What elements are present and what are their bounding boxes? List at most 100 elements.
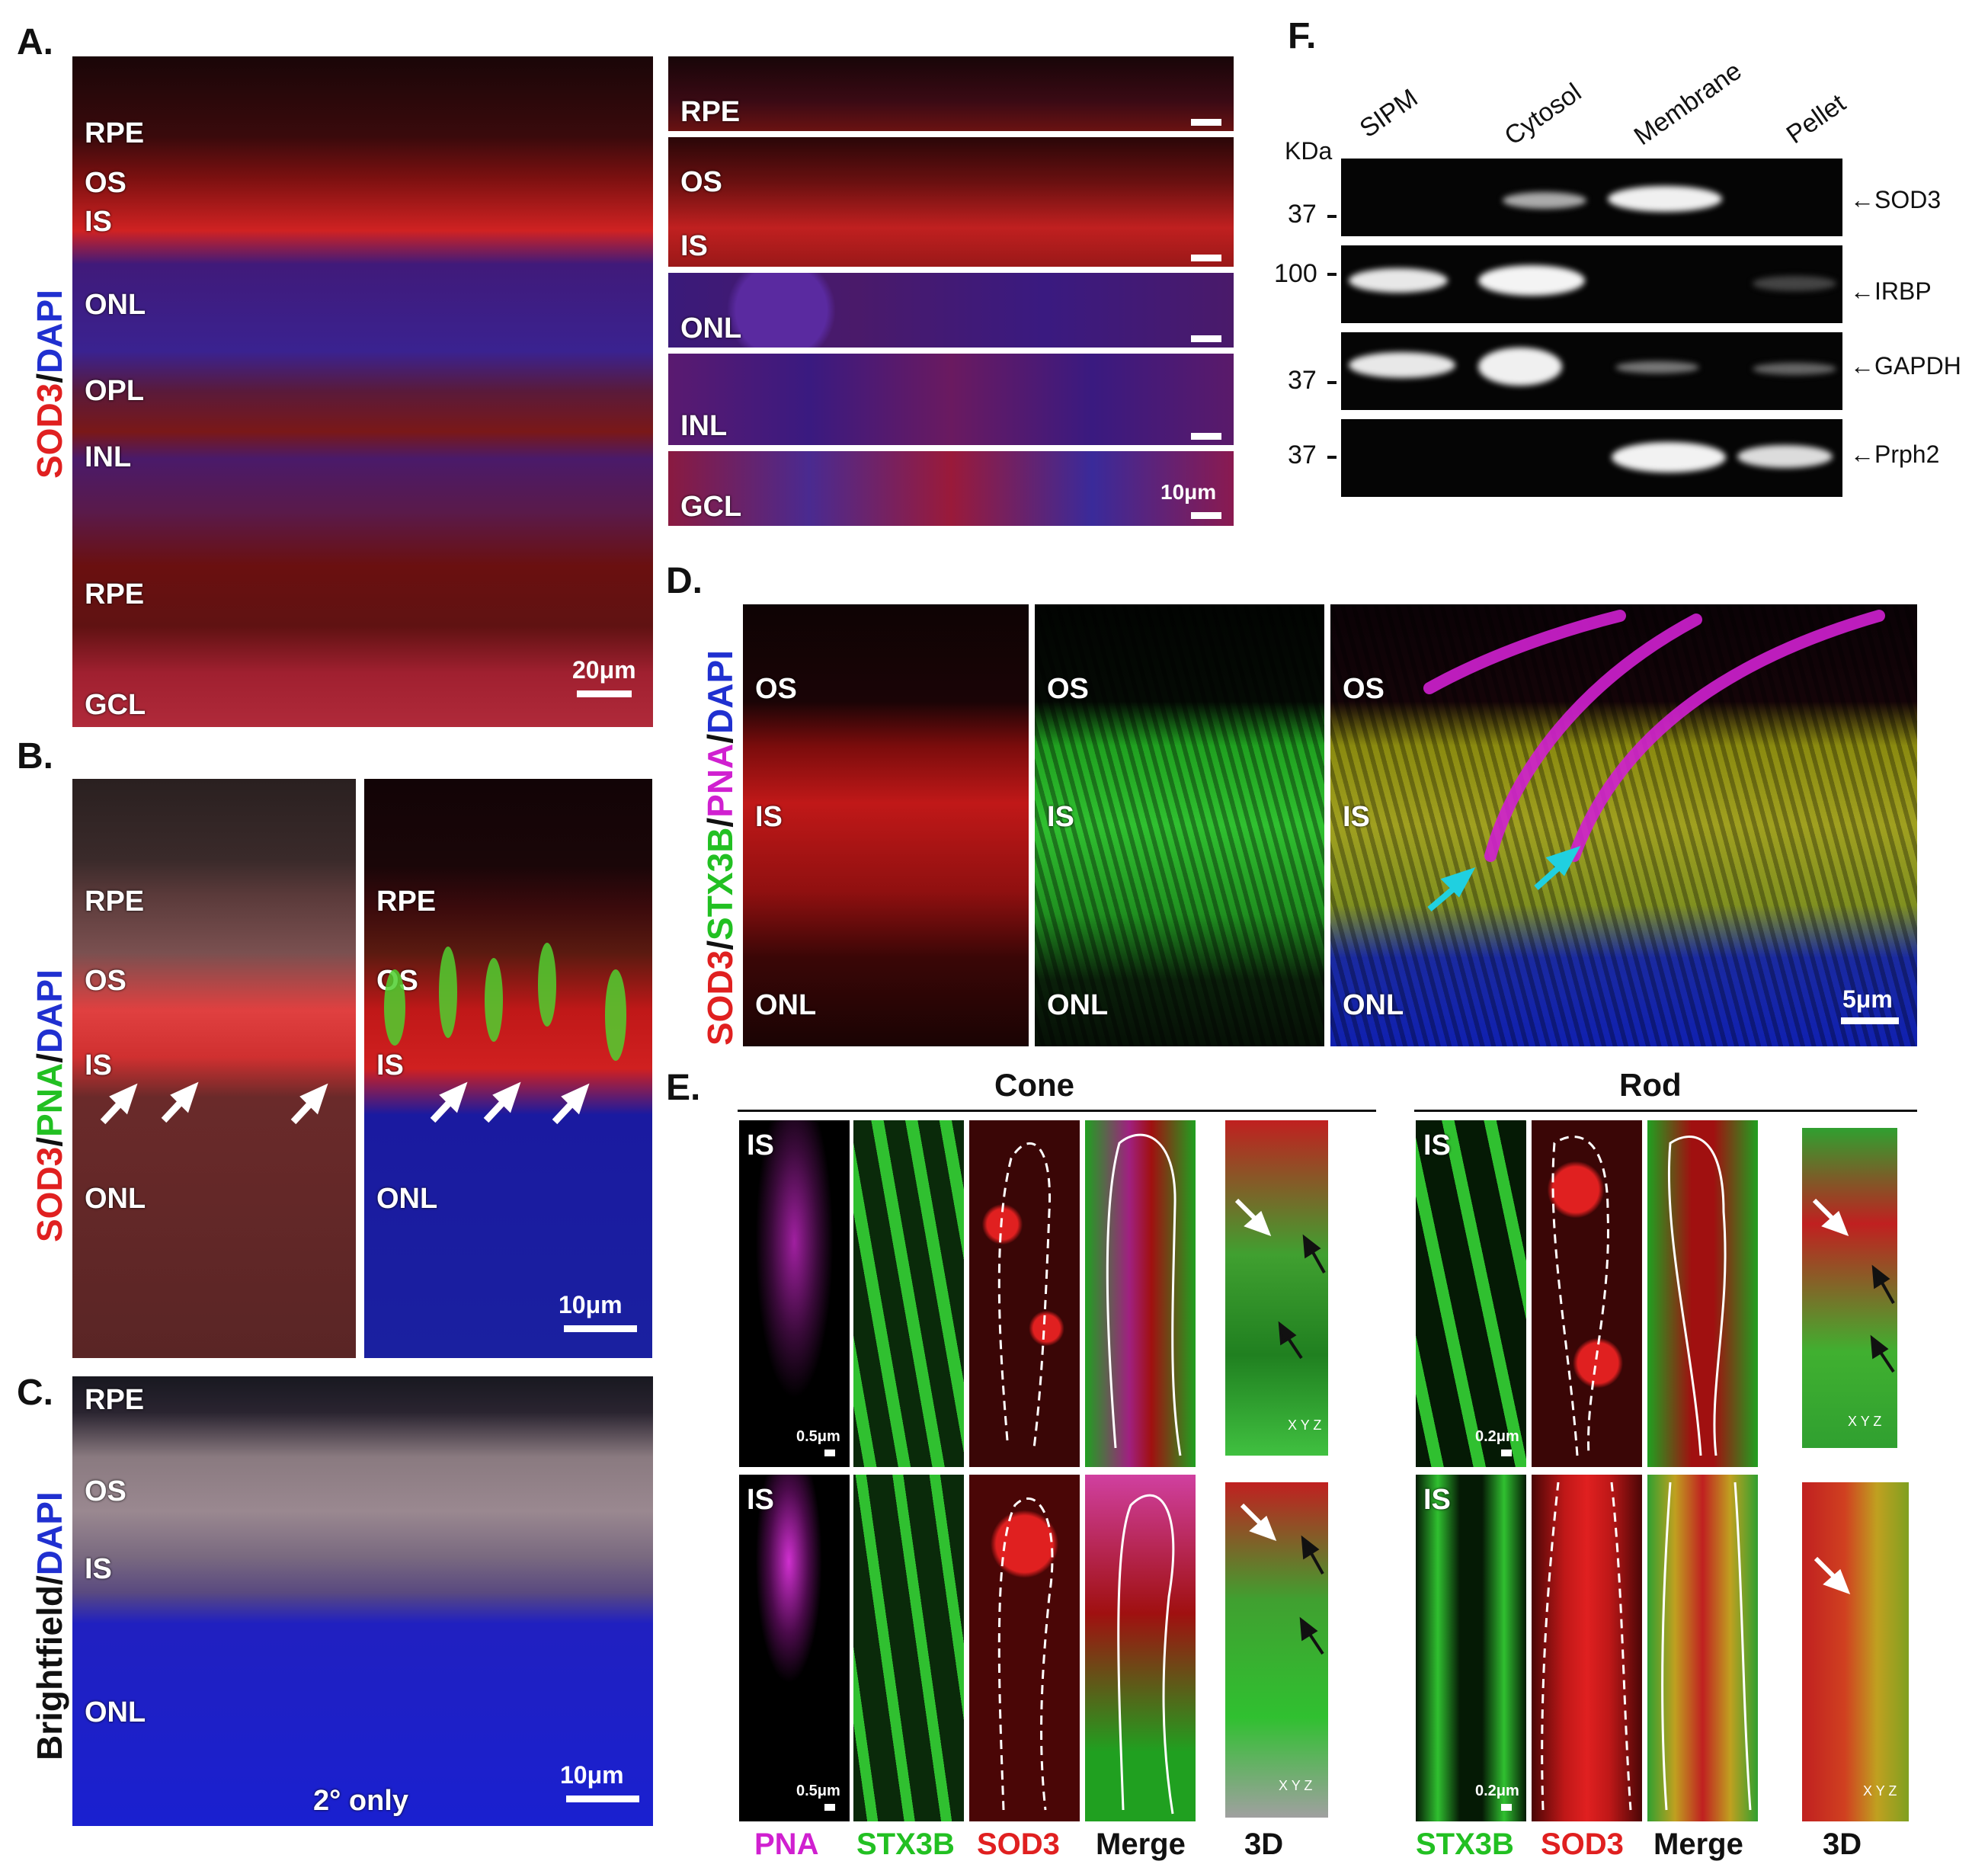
scale-bar bbox=[1501, 1450, 1512, 1456]
panel-b-stain-label: SOD3/PNA/DAPI bbox=[30, 969, 69, 1242]
blot-gapdh bbox=[1341, 332, 1842, 410]
panel-a-inset-rpe: RPE bbox=[668, 56, 1234, 131]
lane-label-cytosol: Cytosol bbox=[1499, 78, 1587, 152]
left-arrow-icon: ← bbox=[1850, 186, 1874, 213]
panel-c-letter: C. bbox=[17, 1373, 53, 1413]
cone-sod3-image-1 bbox=[969, 1120, 1080, 1467]
panel-f-letter: F. bbox=[1288, 16, 1317, 56]
panel-b-right-image: RPE OS IS ONL 10μm bbox=[364, 779, 652, 1358]
panel-a-inset-onl: ONL bbox=[668, 273, 1234, 348]
rod-outline bbox=[1667, 1136, 1727, 1456]
scale-bar-label: 0.5μm bbox=[796, 1428, 840, 1445]
cone-stx3b-image-2 bbox=[853, 1475, 964, 1821]
footer-pna: PNA bbox=[754, 1828, 819, 1861]
layer-label: OS bbox=[755, 673, 797, 705]
scale-bar bbox=[566, 1796, 639, 1802]
layer-label: GCL bbox=[85, 689, 146, 721]
lane-label-pellet: Pellet bbox=[1781, 88, 1852, 150]
layer-label: RPE bbox=[376, 886, 437, 918]
panel-d-stain-label: SOD3/STX3B/PNA/DAPI bbox=[700, 650, 740, 1046]
scale-bar-label: 0.2μm bbox=[1475, 1783, 1519, 1799]
is-label: IS bbox=[747, 1129, 774, 1161]
cone-divider bbox=[738, 1110, 1376, 1112]
panel-b-letter: B. bbox=[17, 736, 53, 777]
layer-label: OS bbox=[85, 1475, 126, 1507]
layer-label: IS bbox=[85, 206, 112, 238]
panel-a-inset-os-is: OS IS bbox=[668, 137, 1234, 267]
scale-bar bbox=[824, 1804, 835, 1811]
layer-label: OPL bbox=[85, 375, 145, 407]
layer-label: IS bbox=[376, 1049, 404, 1081]
layer-label: IS bbox=[1343, 801, 1370, 833]
layer-label: RPE bbox=[680, 96, 741, 128]
scale-bar bbox=[1191, 433, 1221, 440]
cone-outline bbox=[1117, 1494, 1175, 1815]
axis-labels: X Y Z bbox=[1848, 1414, 1882, 1429]
scale-bar-label: 5μm bbox=[1842, 985, 1893, 1013]
layer-label: OS bbox=[1343, 673, 1385, 705]
scale-bar bbox=[1191, 335, 1221, 342]
layer-label: RPE bbox=[85, 578, 145, 610]
layer-label: IS bbox=[85, 1049, 112, 1081]
layer-label: RPE bbox=[85, 886, 145, 918]
panel-e-letter: E. bbox=[666, 1068, 701, 1108]
cone-pna-image-2: IS 0.5μm bbox=[739, 1475, 850, 1821]
layer-label: ONL bbox=[1047, 989, 1109, 1021]
rod-merge-image-2 bbox=[1647, 1475, 1758, 1821]
layer-label: IS bbox=[680, 230, 708, 262]
panel-a-main-image: RPE OS IS ONL OPL INL RPE GCL 20μm bbox=[72, 56, 653, 727]
left-arrow-icon: ← bbox=[1850, 277, 1874, 305]
footer-stx3b: STX3B bbox=[1416, 1828, 1514, 1861]
panel-a-stain-label: SOD3/DAPI bbox=[30, 290, 69, 479]
cone-merge-image-2 bbox=[1085, 1475, 1196, 1821]
kda-label: KDa bbox=[1285, 137, 1333, 165]
footer-sod3: SOD3 bbox=[977, 1828, 1060, 1861]
pna-signal bbox=[384, 943, 626, 1125]
is-label: IS bbox=[747, 1484, 774, 1516]
rod-3d-image-1: X Y Z bbox=[1802, 1128, 1897, 1448]
cone-stx3b-image-1 bbox=[853, 1120, 964, 1467]
axis-labels: X Y Z bbox=[1288, 1418, 1322, 1433]
cone-3d-image-2: X Y Z bbox=[1225, 1482, 1328, 1818]
scale-bar-label: 10μm bbox=[559, 1291, 623, 1318]
scale-bar bbox=[577, 690, 632, 697]
cone-outline bbox=[997, 1142, 1052, 1449]
panel-b-left-image: RPE OS IS ONL bbox=[72, 779, 356, 1358]
footer-sod3: SOD3 bbox=[1541, 1828, 1624, 1861]
mw-tick bbox=[1327, 381, 1337, 384]
lane-label-membrane: Membrane bbox=[1628, 56, 1747, 152]
panel-c-stain-label: Brightfield/DAPI bbox=[30, 1491, 69, 1760]
scale-bar bbox=[1841, 1017, 1899, 1024]
scale-bar bbox=[1191, 119, 1221, 126]
protein-label-sod3: ←SOD3 bbox=[1850, 186, 1942, 213]
panel-a-inset-inl: INL bbox=[668, 354, 1234, 445]
layer-label: ONL bbox=[1343, 989, 1404, 1021]
rod-outline bbox=[1661, 1482, 1752, 1811]
blot-prph2 bbox=[1341, 419, 1842, 497]
panel-d-stx3b-image: OS IS ONL bbox=[1035, 604, 1324, 1046]
mw-marker: 37 bbox=[1288, 200, 1317, 229]
scale-bar-label: 0.2μm bbox=[1475, 1428, 1519, 1445]
lane-label-sipm: SIPM bbox=[1354, 83, 1423, 144]
layer-label: RPE bbox=[85, 117, 145, 149]
layer-label: ONL bbox=[376, 1183, 438, 1215]
rod-title: Rod bbox=[1619, 1067, 1682, 1103]
scale-bar-label: 0.5μm bbox=[796, 1783, 840, 1799]
scale-bar bbox=[824, 1450, 835, 1456]
scale-bar bbox=[1191, 255, 1221, 261]
secondary-only-note: 2° only bbox=[313, 1785, 409, 1817]
left-arrow-icon: ← bbox=[1850, 352, 1874, 380]
cone-3d-image-1: X Y Z bbox=[1225, 1120, 1328, 1456]
panel-a-letter: A. bbox=[17, 22, 53, 62]
footer-stx3b: STX3B bbox=[856, 1828, 955, 1861]
scale-bar-label: 10μm bbox=[1160, 480, 1217, 504]
rod-stx3b-image-2: IS 0.2μm bbox=[1416, 1475, 1526, 1821]
cone-sod3-image-2 bbox=[969, 1475, 1080, 1821]
cone-pna-image-1: IS 0.5μm bbox=[739, 1120, 850, 1467]
mw-marker: 37 bbox=[1288, 366, 1317, 395]
rod-sod3-image-2 bbox=[1532, 1475, 1642, 1821]
layer-label: OS bbox=[85, 965, 126, 997]
protein-label-prph2: ←Prph2 bbox=[1850, 440, 1940, 468]
layer-label: OS bbox=[1047, 673, 1089, 705]
scale-bar-label: 10μm bbox=[560, 1761, 624, 1789]
